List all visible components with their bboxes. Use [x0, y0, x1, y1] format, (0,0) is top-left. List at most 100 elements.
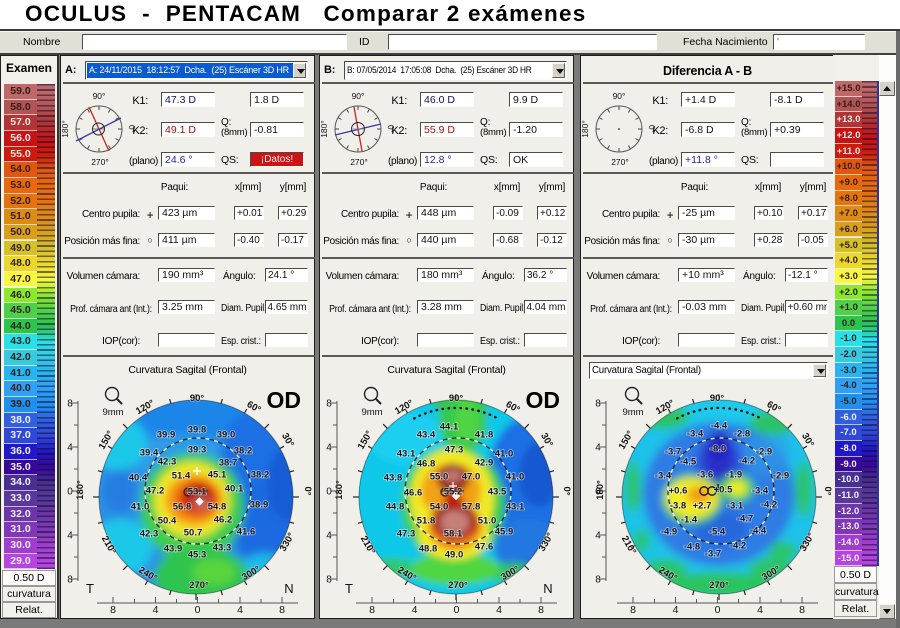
svg-text:-4.5: -4.5 [680, 457, 697, 468]
svg-text:0°: 0° [561, 486, 572, 495]
svg-text:0: 0 [715, 604, 721, 616]
svg-text:90°: 90° [710, 393, 725, 404]
svg-text:38.9: 38.9 [250, 500, 269, 511]
svg-text:41.6: 41.6 [237, 527, 256, 538]
svg-text:8: 8 [595, 399, 601, 410]
svg-text:T: T [345, 581, 353, 596]
svg-text:41.0: 41.0 [506, 472, 525, 483]
svg-text:90°: 90° [613, 91, 626, 101]
svg-text:8: 8 [630, 604, 636, 616]
svg-text:48.8: 48.8 [419, 544, 438, 555]
svg-text:8: 8 [67, 575, 73, 586]
svg-text:53.1: 53.1 [188, 487, 207, 498]
svg-text:-3.6: -3.6 [697, 470, 713, 481]
svg-text:0: 0 [195, 604, 201, 616]
svg-text:0: 0 [454, 604, 460, 616]
svg-text:4: 4 [595, 531, 601, 542]
svg-text:4: 4 [326, 443, 332, 454]
svg-text:8: 8 [67, 399, 73, 410]
svg-text:8: 8 [279, 604, 285, 616]
svg-text:39.4: 39.4 [140, 448, 159, 459]
svg-text:-3.4: -3.4 [655, 471, 672, 482]
svg-text:180°: 180° [319, 120, 329, 138]
svg-text:N: N [543, 581, 552, 596]
svg-text:-4.7: -4.7 [737, 514, 753, 525]
svg-text:-3.7: -3.7 [705, 549, 721, 560]
svg-text:45.9: 45.9 [495, 527, 514, 538]
svg-text:60°: 60° [245, 399, 263, 416]
svg-text:N: N [284, 581, 293, 596]
svg-text:4: 4 [496, 604, 502, 616]
svg-text:45.1: 45.1 [208, 470, 227, 481]
svg-text:41.0: 41.0 [495, 449, 514, 460]
svg-text:43.1: 43.1 [506, 502, 525, 513]
svg-text:4: 4 [757, 604, 763, 616]
svg-text:-5.4: -5.4 [709, 527, 726, 538]
svg-text:57.8: 57.8 [462, 502, 481, 513]
svg-text:39.8: 39.8 [188, 425, 207, 436]
svg-text:OD: OD [267, 387, 302, 413]
svg-text:4: 4 [673, 604, 679, 616]
svg-text:46.6: 46.6 [404, 488, 423, 499]
svg-text:-8.0: -8.0 [710, 444, 726, 455]
svg-text:9mm: 9mm [102, 407, 123, 418]
svg-text:45.3: 45.3 [188, 550, 207, 561]
svg-text:270°: 270° [350, 157, 368, 167]
svg-text:4: 4 [326, 531, 332, 542]
svg-text:44.1: 44.1 [440, 422, 459, 433]
svg-text:-2.8: -2.8 [734, 429, 750, 440]
svg-text:58.1: 58.1 [444, 529, 463, 540]
svg-text:180°: 180° [75, 480, 86, 500]
svg-text:8: 8 [326, 399, 332, 410]
svg-text:+2.7: +2.7 [693, 501, 712, 512]
svg-text:39.0: 39.0 [217, 430, 236, 441]
svg-text:0°: 0° [386, 125, 396, 133]
svg-text:47.2: 47.2 [146, 486, 165, 497]
svg-text:270°: 270° [91, 157, 109, 167]
svg-text:42.3: 42.3 [158, 457, 177, 468]
svg-text:47.3: 47.3 [397, 529, 416, 540]
svg-text:180°: 180° [334, 480, 345, 500]
svg-text:4: 4 [595, 443, 601, 454]
svg-text:-3.4: -3.4 [752, 486, 769, 497]
svg-text:9mm: 9mm [361, 407, 382, 418]
svg-text:-4.4: -4.4 [750, 526, 767, 537]
svg-text:47.6: 47.6 [475, 542, 494, 553]
svg-text:-1.4: -1.4 [681, 515, 698, 526]
svg-text:46.8: 46.8 [417, 459, 436, 470]
svg-text:+0.6: +0.6 [669, 486, 688, 497]
svg-text:51.0: 51.0 [478, 516, 497, 527]
svg-text:44.8: 44.8 [386, 502, 405, 513]
svg-text:270°: 270° [448, 580, 468, 591]
svg-text:90°: 90° [449, 393, 464, 404]
svg-text:39.9: 39.9 [157, 430, 176, 441]
svg-text:180°: 180° [595, 480, 606, 500]
svg-text:8: 8 [799, 604, 805, 616]
svg-text:-2.9: -2.9 [756, 447, 772, 458]
svg-text:38.2: 38.2 [234, 446, 253, 457]
svg-text:0°: 0° [822, 486, 833, 495]
svg-text:-2.9: -2.9 [773, 471, 789, 482]
svg-text:180°: 180° [580, 120, 590, 138]
svg-text:-1.9: -1.9 [726, 470, 742, 481]
svg-text:4: 4 [67, 443, 73, 454]
svg-text:39.3: 39.3 [188, 445, 207, 456]
svg-text:30°: 30° [279, 431, 296, 449]
svg-text:43.1: 43.1 [397, 449, 416, 460]
svg-text:43.9: 43.9 [164, 544, 183, 555]
svg-text:-4.2: -4.2 [739, 456, 755, 467]
svg-text:40.4: 40.4 [129, 473, 148, 484]
svg-text:51.4: 51.4 [172, 471, 191, 482]
svg-text:OD: OD [526, 387, 561, 413]
svg-text:54.8: 54.8 [208, 502, 227, 513]
svg-text:270°: 270° [611, 157, 629, 167]
svg-text:4: 4 [67, 531, 73, 542]
svg-text:-3.1: -3.1 [727, 501, 744, 512]
svg-text:90°: 90° [352, 91, 365, 101]
svg-text:50.4: 50.4 [158, 516, 177, 527]
svg-text:38.2: 38.2 [251, 470, 270, 481]
svg-text:43.4: 43.4 [417, 430, 436, 441]
svg-text:0: 0 [67, 487, 73, 498]
svg-text:90°: 90° [190, 393, 205, 404]
svg-text:51.8: 51.8 [417, 516, 436, 527]
